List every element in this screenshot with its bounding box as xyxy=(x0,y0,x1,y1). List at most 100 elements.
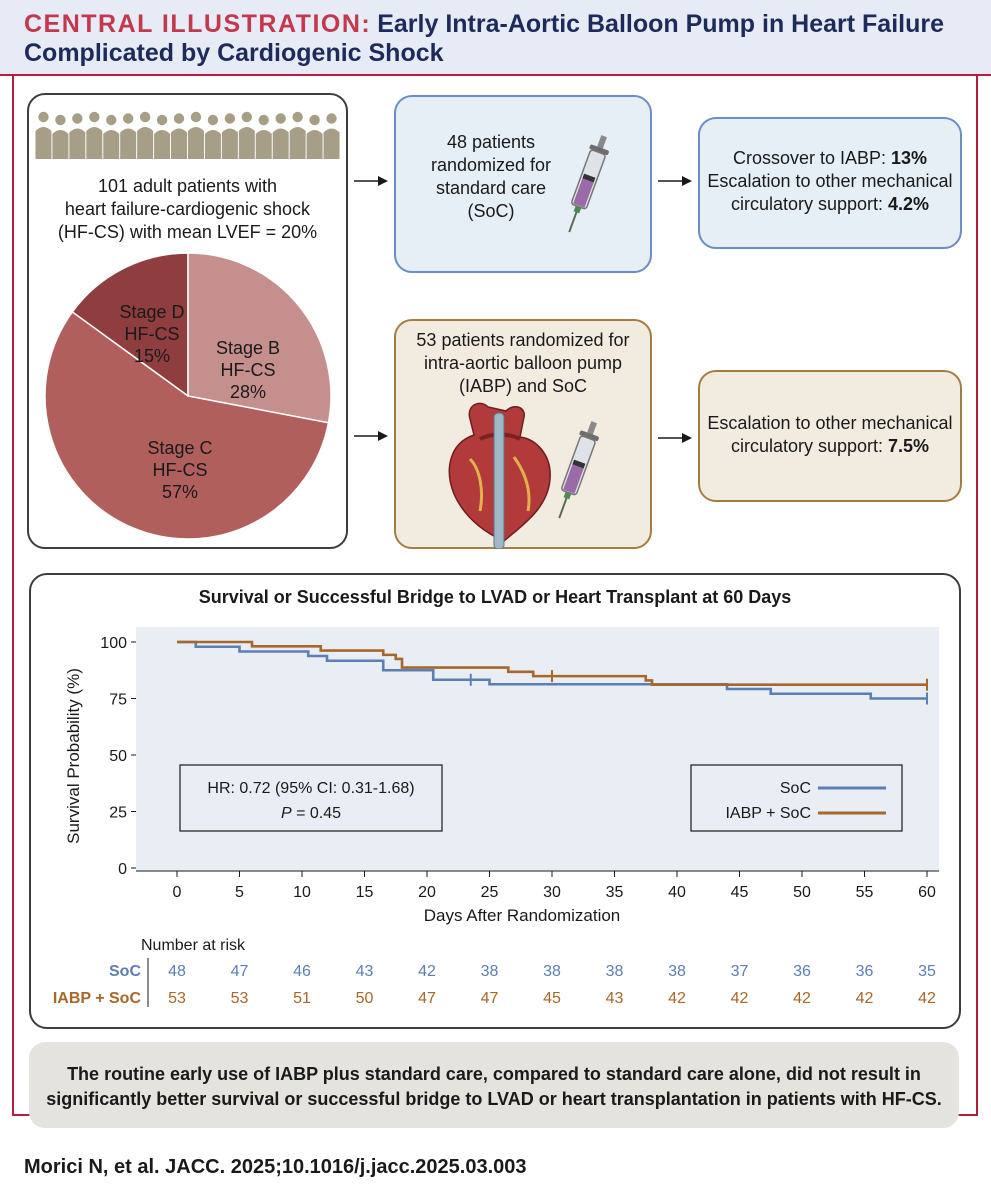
population-description: 101 adult patients with heart failure-ca… xyxy=(29,175,346,244)
person-head-icon xyxy=(89,111,100,123)
risk-value-iabp: 47 xyxy=(481,990,499,1007)
iabp-arm-line-1: 53 patients randomized for xyxy=(416,330,630,350)
pie-label-stage-c-2: 57% xyxy=(162,482,198,502)
pie-label-stage-c-1: HF-CS xyxy=(153,460,208,480)
risk-value-iabp: 42 xyxy=(793,990,811,1007)
x-tick-label: 50 xyxy=(793,884,811,901)
hr-text: HR: 0.72 (95% CI: 0.31-1.68) xyxy=(207,780,414,797)
soc-outcome-line-3: circulatory support: 4.2% xyxy=(700,193,960,216)
person-body-icon xyxy=(69,128,86,159)
risk-value-soc: 43 xyxy=(356,963,374,980)
header-divider xyxy=(0,74,991,76)
x-tick-label: 55 xyxy=(856,884,874,901)
syringe-icon xyxy=(568,135,609,233)
soc-arm-line-3: standard care xyxy=(435,178,547,198)
person-body-icon xyxy=(306,130,323,159)
legend-soc-label: SoC xyxy=(780,780,811,797)
person-head-icon xyxy=(190,111,202,123)
y-tick-label: 75 xyxy=(109,692,127,709)
risk-value-iabp: 51 xyxy=(293,990,311,1007)
population-line-3: (HF-CS) with mean LVEF = 20% xyxy=(57,222,318,242)
soc-arm-line-4: (SoC) xyxy=(467,201,515,221)
iabp-escalation-label: circulatory support: xyxy=(730,436,889,456)
pie-label-stage-b-1: HF-CS xyxy=(221,360,276,380)
risk-table-title: Number at risk xyxy=(141,937,246,954)
person-body-icon xyxy=(187,127,204,159)
person-head-icon xyxy=(241,111,253,123)
pie-slice-stage-b xyxy=(187,252,332,424)
pie-label-stage-c-0: Stage C xyxy=(147,438,212,458)
risk-value-iabp: 53 xyxy=(231,990,249,1007)
risk-row-label-iabp: IABP + SoC xyxy=(53,990,142,1007)
risk-value-iabp: 53 xyxy=(168,990,186,1007)
soc-outcome-panel: Crossover to IABP: 13% Escalation to oth… xyxy=(698,117,962,249)
arrow-to-soc-outcome-icon xyxy=(658,176,692,186)
conclusion-line-1: The routine early use of IABP plus stand… xyxy=(67,1064,921,1084)
risk-value-iabp: 42 xyxy=(668,990,686,1007)
km-chart-panel: Survival or Successful Bridge to LVAD or… xyxy=(29,573,961,1029)
person-head-icon xyxy=(139,111,151,123)
conclusion-panel: The routine early use of IABP plus stand… xyxy=(29,1042,959,1128)
y-tick-label: 50 xyxy=(109,748,127,765)
person-body-icon xyxy=(323,128,340,159)
risk-value-soc: 36 xyxy=(856,963,874,980)
person-head-icon xyxy=(55,114,66,126)
header-title-line-2: Complicated by Cardiogenic Shock xyxy=(24,39,444,67)
x-tick-label: 60 xyxy=(918,884,936,901)
risk-value-soc: 35 xyxy=(918,963,936,980)
risk-value-iabp: 45 xyxy=(543,990,561,1007)
person-body-icon xyxy=(103,130,120,159)
person-head-icon xyxy=(258,114,269,126)
risk-value-iabp: 47 xyxy=(418,990,436,1007)
p-value-text: P = 0.45 xyxy=(281,805,341,822)
crossover-value: 13% xyxy=(891,148,928,168)
person-head-icon xyxy=(72,113,83,124)
x-tick-label: 40 xyxy=(668,884,686,901)
soc-outcome-line-2: Escalation to other mechanical xyxy=(707,171,953,191)
person-body-icon xyxy=(171,128,188,159)
person-body-icon xyxy=(221,128,238,159)
soc-escalation-value: 4.2% xyxy=(888,194,930,214)
conclusion-text: The routine early use of IABP plus stand… xyxy=(29,1062,959,1112)
population-line-1: 101 adult patients with xyxy=(97,176,278,196)
person-head-icon xyxy=(207,114,219,126)
person-head-icon xyxy=(173,113,185,124)
pie-label-stage-d-2: 15% xyxy=(134,346,170,366)
person-head-icon xyxy=(309,114,320,126)
risk-value-soc: 37 xyxy=(731,963,749,980)
iabp-outcome-panel: Escalation to other mechanical circulato… xyxy=(698,370,962,502)
soc-arm-line-2: randomized for xyxy=(430,155,552,175)
risk-row-label-soc: SoC xyxy=(109,963,141,980)
km-curve-iabp xyxy=(177,640,927,687)
x-tick-label: 15 xyxy=(356,884,374,901)
risk-value-soc: 38 xyxy=(481,963,499,980)
x-tick-label: 45 xyxy=(731,884,749,901)
heart-iabp-icon xyxy=(448,402,551,549)
person-head-icon xyxy=(292,111,303,123)
legend-box xyxy=(690,764,903,832)
person-body-icon xyxy=(289,127,306,159)
header-title-part-1: Early Intra-Aortic Balloon Pump in Heart… xyxy=(377,10,944,38)
iabp-arm-description: 53 patients randomized for intra-aortic … xyxy=(396,329,650,398)
risk-value-soc: 38 xyxy=(668,963,686,980)
x-tick-label: 10 xyxy=(293,884,311,901)
pie-label-stage-b-2: 28% xyxy=(230,382,266,402)
pie-label-stage-d-0: Stage D xyxy=(119,302,184,322)
risk-value-iabp: 42 xyxy=(731,990,749,1007)
person-body-icon xyxy=(86,127,103,159)
person-head-icon xyxy=(275,113,286,124)
iabp-arm-line-3: (IABP) and SoC xyxy=(458,376,588,396)
arrow-to-iabp-outcome-icon xyxy=(658,433,692,443)
risk-value-soc: 38 xyxy=(543,963,561,980)
km-chart: 0 25 50 75 100 0 5 10 15 20 25 30 35 40 45 50 55 60 Surv… xyxy=(53,627,939,1007)
y-tick-label: 0 xyxy=(118,861,127,878)
conclusion-line-2: significantly better survival or success… xyxy=(46,1089,942,1109)
population-panel: 101 adult patients with heart failure-ca… xyxy=(27,93,348,549)
person-head-icon xyxy=(106,114,117,126)
soc-arm-description: 48 patients randomized for standard care… xyxy=(416,131,566,223)
population-line-2: heart failure-cardiogenic shock xyxy=(64,199,311,219)
person-body-icon xyxy=(120,128,137,159)
y-tick-label: 100 xyxy=(100,635,127,652)
risk-value-soc: 36 xyxy=(793,963,811,980)
